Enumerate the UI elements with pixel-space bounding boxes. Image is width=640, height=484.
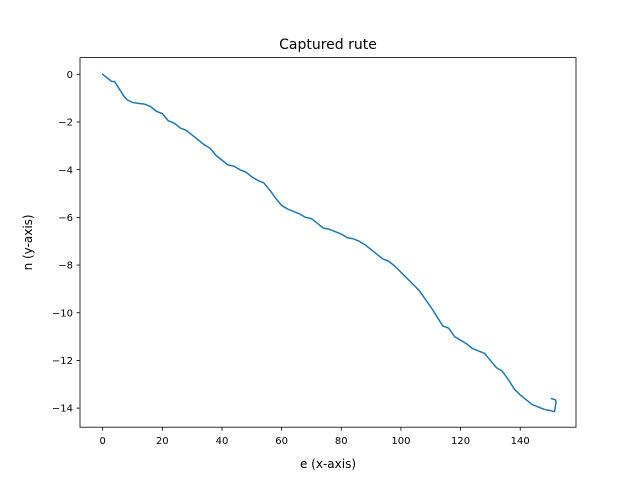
series-line-0 [101, 73, 557, 413]
x-tick-label: 0 [99, 436, 105, 447]
axes-frame [79, 57, 577, 428]
x-axis-ticks: 0 20 40 60 80 100 120 140 [99, 427, 530, 447]
chart-title: Captured rute [279, 37, 377, 53]
y-tick-label: −8 [58, 261, 73, 272]
y-axis-ticks: 0 −2 −4 −6 −8 −10 −12 −14 [52, 70, 80, 415]
x-axis-label: e (x-axis) [300, 457, 356, 471]
plot-layer [101, 73, 557, 413]
x-tick-label: 140 [511, 436, 530, 447]
y-axis-label: n (y-axis) [21, 214, 35, 270]
x-tick-label: 40 [216, 436, 229, 447]
y-tick-label: −6 [58, 213, 73, 224]
y-tick-label: −4 [58, 165, 73, 176]
x-tick-label: 20 [156, 436, 169, 447]
x-tick-label: 100 [391, 436, 410, 447]
y-tick-label: −10 [52, 308, 73, 319]
y-tick-label: −2 [58, 118, 73, 129]
x-tick-label: 80 [335, 436, 348, 447]
y-tick-label: −12 [52, 356, 73, 367]
x-tick-label: 60 [275, 436, 288, 447]
y-tick-label: 0 [67, 70, 73, 81]
y-tick-label: −14 [52, 404, 73, 415]
x-tick-label: 120 [451, 436, 470, 447]
